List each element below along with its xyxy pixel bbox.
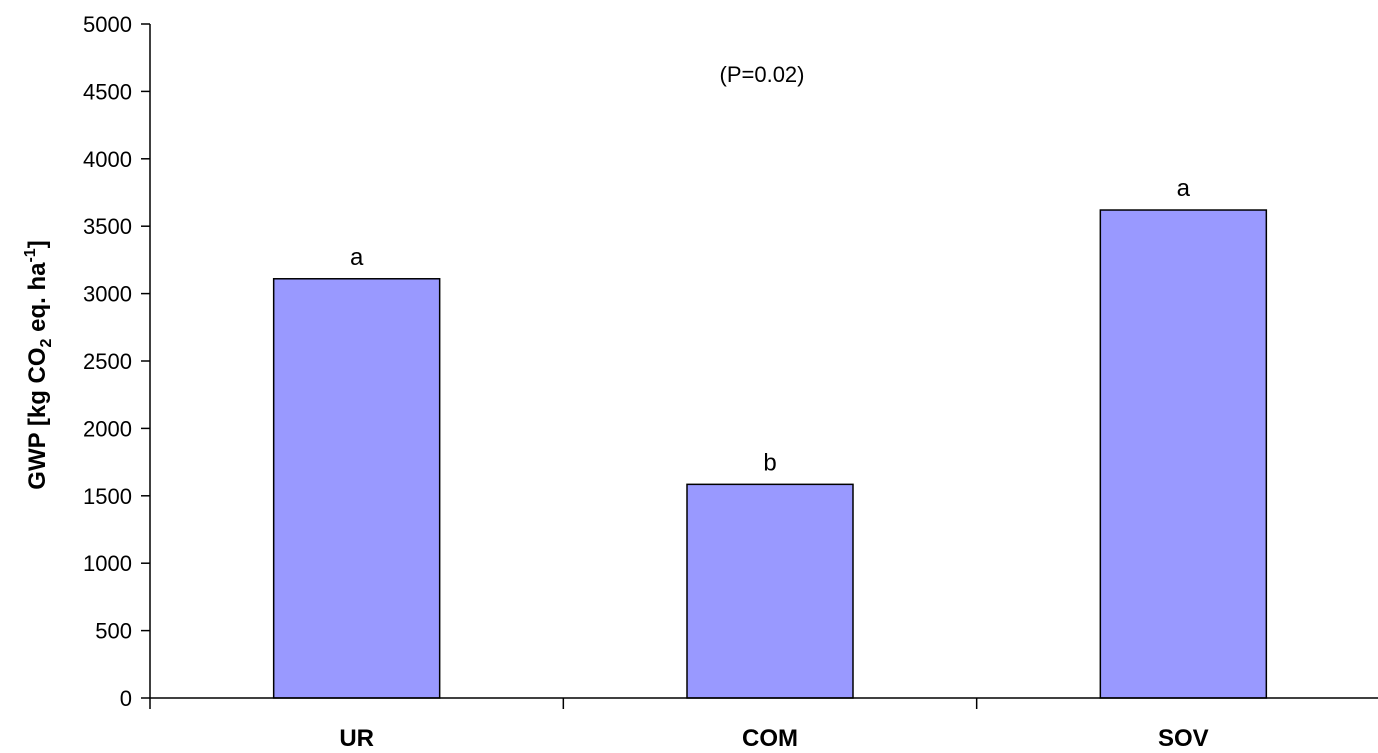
bar-ur	[272, 278, 441, 699]
y-tick-label: 0	[120, 686, 132, 711]
y-tick-label: 5000	[83, 12, 132, 37]
y-tick-label: 2500	[83, 349, 132, 374]
x-category-label: COM	[742, 725, 798, 752]
bar-labels: a b a	[350, 175, 1191, 476]
x-category-label: SOV	[1158, 725, 1209, 752]
y-tick-label: 3000	[83, 282, 132, 307]
bar-significance-letter: a	[1177, 175, 1191, 202]
y-tick-label: 2000	[83, 416, 132, 441]
y-axis-label-prefix: GWP [kg CO	[24, 347, 51, 489]
y-axis-ticks: 0 500 1000 1500 2000 2500 3000 3500 4000 4500 5000	[83, 12, 150, 711]
y-tick-label: 4500	[83, 79, 132, 104]
x-category-label: UR	[339, 725, 374, 752]
bar-sov	[1099, 209, 1268, 699]
x-axis-ticks: UR COM SOV	[149, 698, 1209, 752]
bars	[272, 209, 1268, 699]
y-axis-label-superscript: -1	[22, 248, 39, 262]
y-axis-label: GWP [kg CO2 eq. ha-1]	[22, 240, 55, 489]
y-axis-label-middle: eq. ha	[24, 262, 51, 339]
y-axis-label-subscript: 2	[38, 338, 55, 347]
y-tick-label: 3500	[83, 214, 132, 239]
bar-significance-letter: a	[350, 244, 364, 271]
y-tick-label: 1000	[83, 551, 132, 576]
y-tick-label: 500	[95, 619, 132, 644]
y-tick-label: 1500	[83, 484, 132, 509]
bar-significance-letter: b	[763, 449, 776, 476]
y-tick-label: 4000	[83, 147, 132, 172]
y-axis-label-suffix: ]	[24, 240, 51, 248]
significance-annotation: (P=0.02)	[720, 62, 805, 87]
bar-com	[686, 483, 854, 699]
